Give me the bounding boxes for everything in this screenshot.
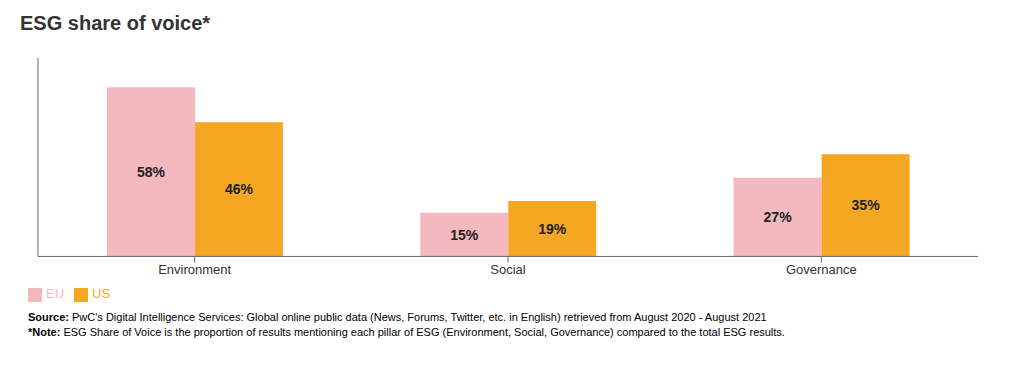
svg-text:27%: 27% [764, 209, 793, 225]
svg-text:15%: 15% [450, 227, 479, 243]
svg-text:19%: 19% [538, 221, 567, 237]
html-text:*Note: ESG Share of Voice is t: *Note: ESG Share of Voice is the proport… [28, 326, 785, 338]
svg-text:58%: 58% [137, 164, 166, 180]
svg-text:Social: Social [490, 262, 526, 277]
html-text:US: US [92, 286, 111, 302]
html-text:ESG share of voice*: ESG share of voice* [20, 12, 211, 34]
html-text:EU: EU [46, 286, 65, 302]
html-text:Source: PwC's Digital Intellig: Source: PwC's Digital Intelligence Servi… [28, 311, 767, 323]
svg-text:46%: 46% [225, 181, 254, 197]
svg-text:35%: 35% [852, 197, 881, 213]
svg-text:Governance: Governance [786, 262, 857, 277]
svg-text:Environment: Environment [158, 262, 231, 277]
